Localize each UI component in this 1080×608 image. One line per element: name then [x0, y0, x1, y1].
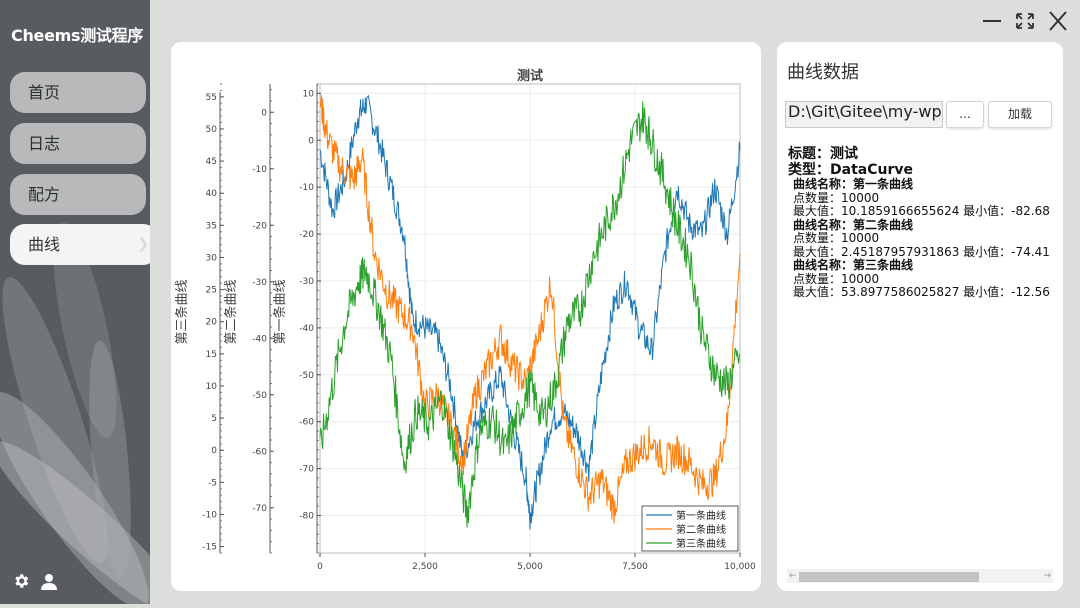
y-tick-label: -5: [208, 478, 217, 488]
y-tick-label: -70: [299, 465, 314, 475]
y-tick-label: -80: [299, 511, 314, 521]
legend-label: 第一条曲线: [676, 509, 726, 522]
nav-item-curve-label: 曲线: [28, 235, 61, 254]
y-tick-label: 55: [206, 93, 217, 103]
load-button[interactable]: 加载: [988, 101, 1052, 128]
maximize-icon[interactable]: [1013, 10, 1037, 32]
minimize-icon[interactable]: [980, 10, 1004, 32]
y-tick-label: -20: [252, 221, 267, 231]
y-tick-label: 10: [303, 89, 315, 99]
y-tick-label: 5: [211, 414, 217, 424]
y-tick-label: -10: [299, 183, 314, 193]
window-controls: [976, 10, 1070, 36]
app-title: Cheems测试程序: [11, 26, 144, 45]
curve-chart[interactable]: 测试0 2,500 5,000 7,500 10,0005550454035302520…: [171, 42, 761, 591]
legend-label: 第三条曲线: [676, 537, 726, 550]
y-tick-label: -60: [299, 418, 314, 428]
close-icon[interactable]: [1046, 10, 1070, 32]
nav-item-recipe[interactable]: 配方: [10, 174, 146, 215]
curve-info-item: 曲线名称：第一条曲线 点数量：10000 最大值：10.185916665562…: [788, 177, 1050, 300]
series-line-1: [319, 94, 741, 530]
nav-item-curve[interactable]: 曲线 ❯: [10, 224, 150, 265]
nav-item-log[interactable]: 日志: [10, 123, 146, 164]
y-tick-label: 10: [206, 382, 218, 392]
file-path-input[interactable]: D:\Git\Gitee\my-wpf\: [785, 101, 943, 128]
sidebar-footer: [12, 572, 63, 594]
browse-button[interactable]: ...: [946, 101, 984, 128]
legend-label: 第二条曲线: [676, 523, 726, 536]
y-tick-label: -70: [252, 504, 267, 514]
curve-points: 点数量：10000: [793, 231, 880, 245]
y-tick-label: -30: [299, 277, 314, 287]
y-tick-label: 0: [308, 136, 314, 146]
y-tick-label: -10: [252, 165, 267, 175]
y-tick-label: 35: [206, 221, 217, 231]
horizontal-scrollbar[interactable]: ← →: [787, 569, 1053, 583]
chart-panel: 测试 0 2,500 5,000 7,500 10,000 55 50 45 40 35 30 25 20…: [171, 42, 761, 591]
x-tick-label: 7,500: [622, 562, 648, 572]
sidebar: Cheems测试程序 首页 日志 配方 曲线 ❯: [0, 0, 150, 604]
y-tick-label: -30: [252, 278, 267, 288]
scroll-right-icon[interactable]: →: [1043, 571, 1051, 581]
y-tick-label: -60: [252, 447, 267, 457]
curve-data-panel: 曲线数据 D:\Git\Gitee\my-wpf\ ... 加载 标题：测试 类…: [777, 42, 1063, 591]
y-tick-label: -40: [299, 324, 314, 334]
gear-icon[interactable]: [12, 572, 30, 594]
y-axis-label: 第三条曲线: [174, 279, 190, 344]
nav-item-home[interactable]: 首页: [10, 72, 146, 113]
y-tick-label: 20: [206, 318, 218, 328]
y-tick-label: -50: [299, 371, 314, 381]
y-tick-label: -50: [252, 391, 267, 401]
y-axis-label: 第一条曲线: [272, 279, 288, 344]
y-tick-label: 45: [206, 157, 217, 167]
curve-name: 曲线名称：第二条曲线: [793, 217, 914, 232]
chevron-right-icon: ❯: [137, 236, 149, 252]
x-tick-label: 0: [317, 562, 323, 572]
sidebar-decoration: [0, 222, 150, 604]
curve-points: 点数量：10000: [793, 271, 880, 286]
scrollbar-thumb[interactable]: [799, 572, 979, 582]
y-tick-label: -15: [202, 543, 217, 553]
x-tick-label: 5,000: [517, 562, 543, 572]
curve-range: 最大值：2.45187957931863 最小值：-74.41: [793, 244, 1050, 259]
curve-range: 最大值：10.1859166655624 最小值：-82.68: [793, 204, 1050, 218]
panel-title: 曲线数据: [787, 62, 859, 83]
y-tick-label: 50: [206, 125, 218, 135]
curve-name: 曲线名称：第三条曲线: [793, 258, 914, 272]
curve-range: 最大值：53.8977586025827 最小值：-12.56: [793, 285, 1050, 299]
x-tick-label: 2,500: [412, 562, 438, 572]
series-line-3: [319, 101, 741, 528]
chart-title: 测试: [517, 68, 543, 84]
curve-points: 点数量：10000: [793, 190, 880, 205]
y-tick-label: -20: [299, 230, 314, 240]
user-icon[interactable]: [41, 573, 58, 594]
x-tick-label: 10,000: [724, 562, 756, 572]
curve-info: 标题：测试 类型：DataCurve 曲线名称：第一条曲线 点数量：10000 …: [788, 146, 1050, 300]
y-tick-label: 25: [206, 286, 217, 296]
scroll-left-icon[interactable]: ←: [789, 571, 797, 581]
y-tick-label: 40: [206, 189, 218, 199]
y-tick-label: -10: [202, 510, 217, 520]
series-line-2: [319, 94, 741, 524]
info-type: 类型：DataCurve: [788, 162, 913, 178]
y-axis-label: 第二条曲线: [223, 279, 239, 344]
y-tick-label: 30: [206, 253, 218, 263]
y-tick-label: 15: [206, 350, 217, 360]
curve-name: 曲线名称：第一条曲线: [793, 177, 914, 191]
y-tick-label: 0: [261, 108, 267, 118]
y-tick-label: 0: [211, 446, 217, 456]
info-title: 标题：测试: [788, 146, 858, 162]
y-tick-label: -40: [252, 334, 267, 344]
